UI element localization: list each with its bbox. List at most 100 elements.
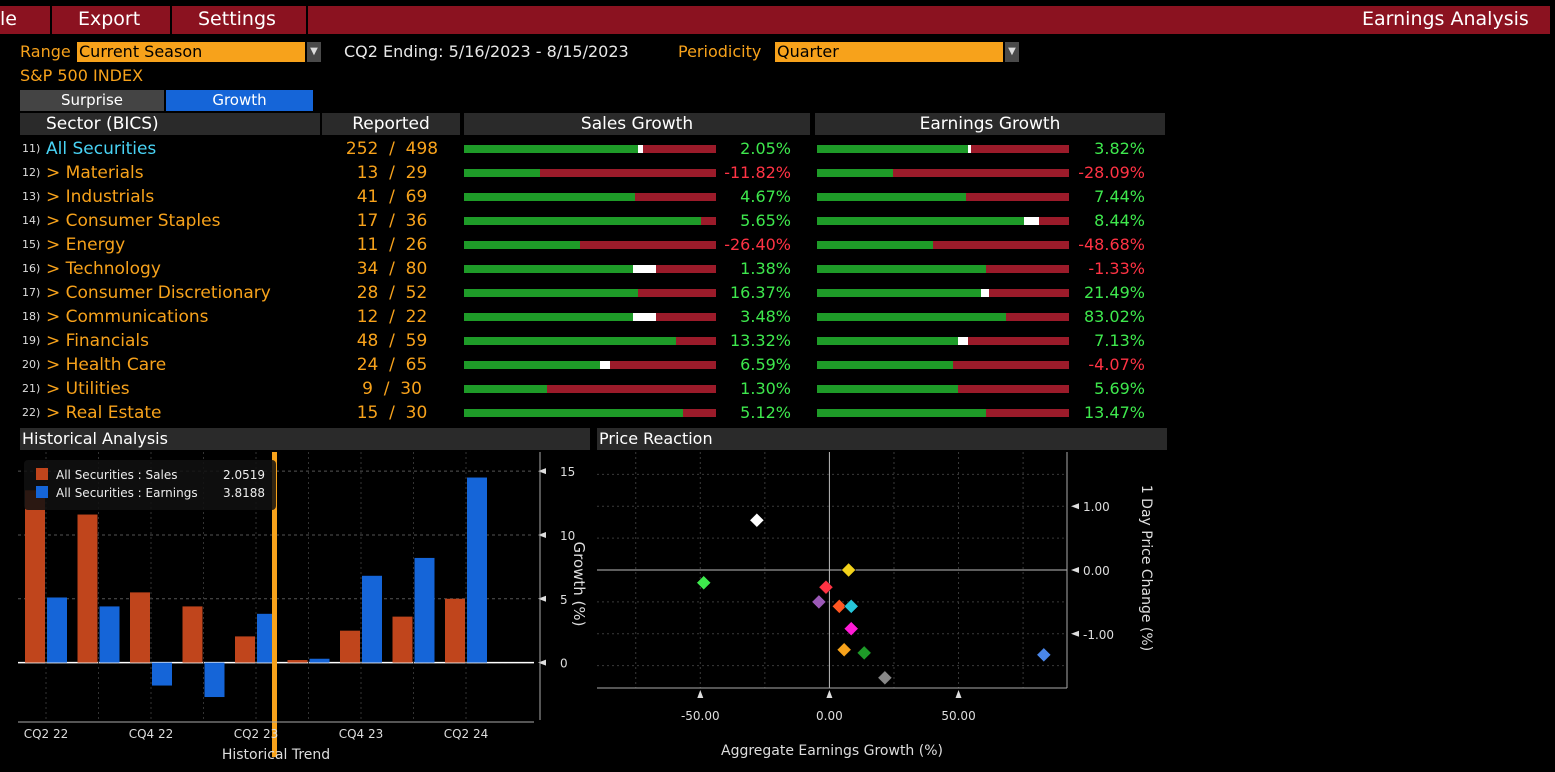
- tab-surprise[interactable]: Surprise: [20, 90, 164, 111]
- sales-bar[interactable]: [340, 630, 360, 663]
- range-select[interactable]: Current Season: [77, 42, 305, 62]
- earnings-bar[interactable]: [99, 606, 120, 663]
- column-header-sector[interactable]: Sector (BICS): [20, 113, 320, 135]
- column-header-earnings-growth[interactable]: Earnings Growth: [815, 113, 1165, 135]
- reported-value: 9: [362, 379, 373, 399]
- earnings-growth-value: -28.09%: [1078, 163, 1145, 182]
- earnings-bar[interactable]: [152, 662, 172, 686]
- earnings-growth-value: 3.82%: [1094, 139, 1145, 158]
- sales-bar[interactable]: [392, 616, 413, 663]
- table-row[interactable]: 11) All Securities 252 / 498 2.05% 3.82%: [0, 137, 1170, 161]
- table-row[interactable]: 20) > Health Care 24 / 65 6.59% -4.07%: [0, 353, 1170, 377]
- sector-name[interactable]: > Consumer Discretionary: [46, 283, 271, 303]
- sales-growth-value: 4.67%: [740, 187, 791, 206]
- sector-name[interactable]: > Industrials: [46, 187, 155, 207]
- scatter-point[interactable]: [831, 599, 847, 614]
- sector-name[interactable]: > Energy: [46, 235, 126, 255]
- earnings-growth-value: 7.13%: [1094, 331, 1145, 350]
- reported-value: 17: [356, 211, 379, 231]
- sector-name[interactable]: > Health Care: [46, 355, 167, 375]
- sales-bar[interactable]: [25, 490, 45, 663]
- growth-bar: [464, 289, 716, 297]
- table-row[interactable]: 17) > Consumer Discretionary 28 / 52 16.…: [0, 281, 1170, 305]
- reported-total: 498: [405, 139, 439, 159]
- growth-bar: [464, 409, 716, 417]
- growth-bar: [817, 289, 1069, 297]
- growth-bar: [464, 337, 716, 345]
- sales-bar[interactable]: [235, 636, 255, 663]
- historical-x-axis-label: Historical Trend: [222, 747, 330, 763]
- sector-name[interactable]: > Consumer Staples: [46, 211, 221, 231]
- table-row[interactable]: 18) > Communications 12 / 22 3.48% 83.02%: [0, 305, 1170, 329]
- earnings-bar[interactable]: [414, 557, 435, 663]
- y-tick-marker: [1071, 567, 1079, 573]
- table-row[interactable]: 22) > Real Estate 15 / 30 5.12% 13.47%: [0, 401, 1170, 425]
- x-tick-label: CQ4 22: [129, 727, 174, 741]
- current-period-marker[interactable]: [272, 452, 277, 757]
- row-number: 21): [22, 382, 41, 395]
- scatter-point[interactable]: [836, 642, 852, 658]
- sales-growth-value: 16.37%: [729, 283, 791, 302]
- y-tick-marker: [1071, 630, 1079, 637]
- earnings-bar[interactable]: [204, 662, 225, 698]
- earnings-bar[interactable]: [309, 658, 330, 663]
- scatter-point[interactable]: [843, 599, 859, 614]
- growth-bar: [464, 217, 716, 225]
- periodicity-select[interactable]: Quarter: [775, 42, 1003, 62]
- sales-growth-value: 13.32%: [729, 331, 791, 350]
- sales-bar[interactable]: [287, 660, 308, 663]
- historical-legend: [24, 460, 276, 510]
- column-header-sales-growth[interactable]: Sales Growth: [464, 113, 810, 135]
- growth-bar: [817, 241, 1069, 249]
- table-row[interactable]: 19) > Financials 48 / 59 13.32% 7.13%: [0, 329, 1170, 353]
- sector-name[interactable]: All Securities: [46, 139, 157, 159]
- range-dropdown-icon[interactable]: ▼: [307, 42, 321, 62]
- sector-name[interactable]: > Real Estate: [46, 403, 162, 423]
- sales-bar[interactable]: [77, 514, 98, 663]
- growth-bar: [464, 385, 716, 393]
- sector-name[interactable]: > Financials: [46, 331, 149, 351]
- growth-bar: [817, 217, 1069, 225]
- table-row[interactable]: 21) > Utilities 9 / 30 1.30% 5.69%: [0, 377, 1170, 401]
- column-header-reported[interactable]: Reported: [322, 113, 460, 135]
- sector-name[interactable]: > Communications: [46, 307, 209, 327]
- sales-bar[interactable]: [445, 598, 465, 663]
- table-row[interactable]: 14) > Consumer Staples 17 / 36 5.65% 8.44…: [0, 209, 1170, 233]
- growth-bar: [817, 313, 1069, 321]
- scatter-point[interactable]: [696, 575, 712, 591]
- sales-bar[interactable]: [182, 606, 203, 663]
- table-row[interactable]: 15) > Energy 11 / 26 -26.40% -48.68%: [0, 233, 1170, 257]
- earnings-bar[interactable]: [47, 597, 67, 663]
- reported-count: 24 / 65: [356, 355, 428, 375]
- scatter-point[interactable]: [818, 579, 834, 595]
- menu-item-settings[interactable]: Settings: [198, 8, 276, 30]
- tab-growth[interactable]: Growth: [166, 90, 313, 111]
- sales-bar[interactable]: [130, 592, 150, 663]
- sales-growth-value: 2.05%: [740, 139, 791, 158]
- scatter-point[interactable]: [1036, 647, 1052, 663]
- menu-item-export[interactable]: Export: [78, 8, 141, 30]
- scatter-point[interactable]: [811, 594, 827, 610]
- scatter-point[interactable]: [856, 645, 872, 661]
- menu-divider: [170, 6, 172, 34]
- menu-item-file[interactable]: le: [0, 8, 17, 30]
- earnings-bar[interactable]: [467, 477, 487, 663]
- table-row[interactable]: 13) > Industrials 41 / 69 4.67% 7.44%: [0, 185, 1170, 209]
- table-row[interactable]: 12) > Materials 13 / 29 -11.82% -28.09%: [0, 161, 1170, 185]
- sector-name[interactable]: > Utilities: [46, 379, 130, 399]
- earnings-bar[interactable]: [362, 575, 382, 663]
- earnings-growth-value: 13.47%: [1083, 403, 1145, 422]
- periodicity-dropdown-icon[interactable]: ▼: [1005, 42, 1019, 62]
- scatter-point[interactable]: [877, 670, 893, 686]
- scatter-x-axis-label: Aggregate Earnings Growth (%): [721, 743, 943, 759]
- y-tick-label: 10: [560, 529, 575, 543]
- table-row[interactable]: 16) > Technology 34 / 80 1.38% -1.33%: [0, 257, 1170, 281]
- scatter-point[interactable]: [841, 562, 856, 578]
- y-tick-label: 15: [560, 465, 575, 479]
- sector-name[interactable]: > Materials: [46, 163, 144, 183]
- sector-name[interactable]: > Technology: [46, 259, 161, 279]
- scatter-point[interactable]: [843, 621, 859, 637]
- reported-value: 41: [356, 187, 379, 207]
- scatter-point[interactable]: [749, 512, 765, 528]
- row-number: 15): [22, 238, 41, 251]
